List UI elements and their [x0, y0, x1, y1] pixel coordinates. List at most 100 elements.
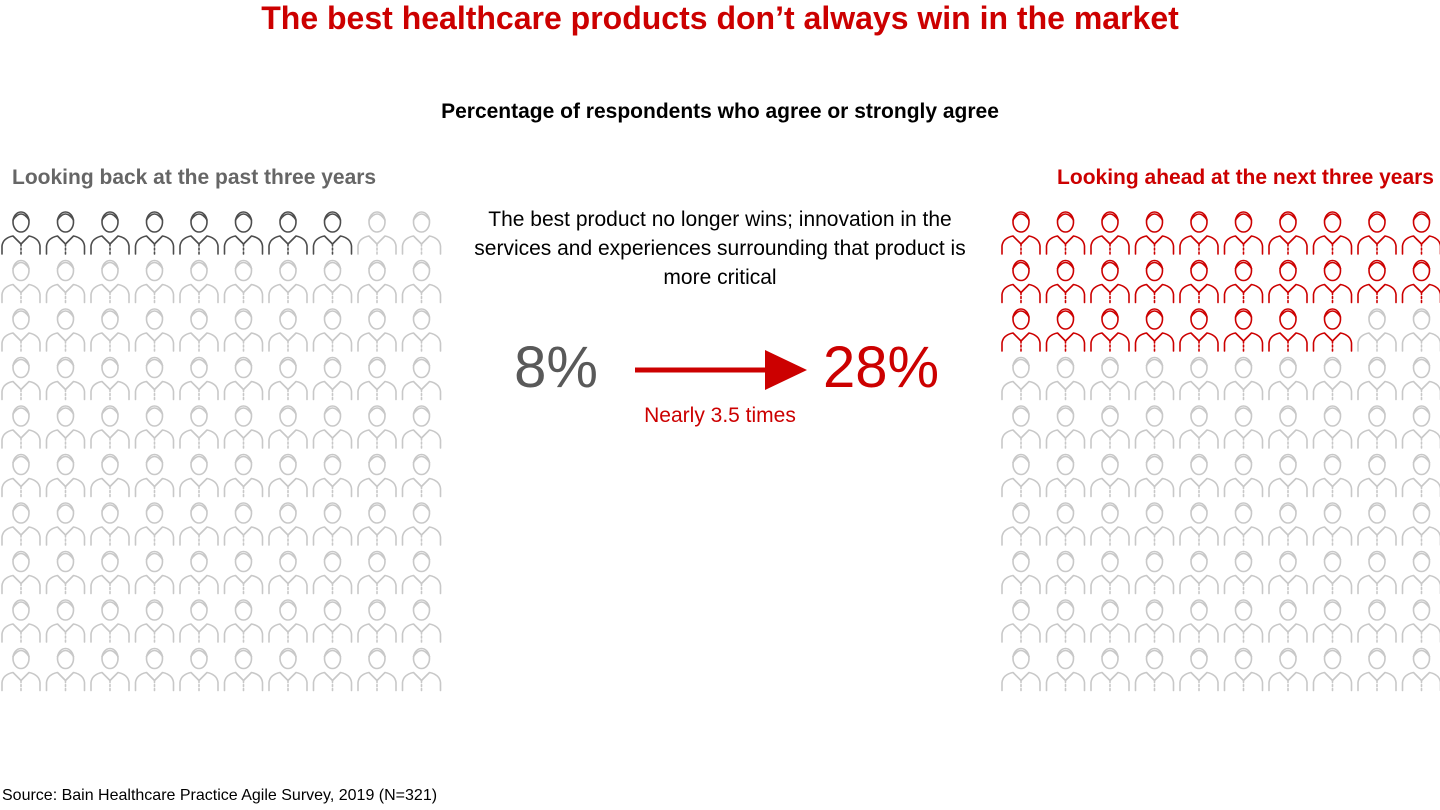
icon-head — [323, 211, 342, 233]
icon-head — [1323, 211, 1342, 233]
filled-icon — [90, 211, 130, 255]
icon-hair — [279, 310, 297, 318]
icon-hair — [1056, 213, 1075, 221]
icon-head — [1190, 259, 1208, 282]
empty-icon — [1312, 453, 1353, 498]
empty-icon — [45, 405, 86, 449]
empty-icon — [1223, 647, 1264, 692]
icon-head — [279, 647, 297, 670]
icon-hair — [1101, 407, 1119, 415]
icon-hair — [412, 261, 431, 270]
empty-icon — [1401, 502, 1440, 546]
icon-hair — [101, 552, 119, 561]
icon-head — [101, 211, 119, 233]
icon-hair — [1323, 504, 1342, 512]
empty-icon — [223, 599, 264, 643]
icon-head — [1056, 647, 1075, 670]
icon-hair — [190, 310, 208, 318]
icon-head — [1323, 647, 1342, 670]
filled-icon — [1268, 308, 1308, 352]
empty-icon — [1045, 647, 1086, 692]
empty-icon — [90, 550, 130, 595]
icon-head — [1234, 405, 1253, 427]
icon-head — [1412, 550, 1431, 573]
icon-head — [12, 405, 30, 427]
icon-head — [12, 308, 30, 330]
icon-head — [12, 599, 30, 621]
icon-hair — [1056, 552, 1075, 561]
icon-head — [190, 550, 208, 573]
icon-head — [1056, 211, 1075, 233]
icon-head — [1323, 308, 1342, 330]
empty-icon — [90, 502, 130, 546]
icon-head — [1368, 356, 1386, 379]
empty-icon — [312, 502, 353, 546]
icon-head — [1145, 502, 1164, 524]
icon-hair — [1368, 213, 1386, 221]
icon-hair — [1368, 649, 1386, 658]
empty-icon — [268, 599, 308, 643]
icon-hair — [56, 261, 75, 270]
icon-hair — [1234, 261, 1253, 270]
empty-icon — [179, 259, 219, 304]
icon-hair — [1323, 358, 1342, 367]
icon-hair — [412, 310, 431, 318]
icon-hair — [323, 213, 342, 221]
icon-head — [1279, 259, 1297, 282]
icon-hair — [234, 213, 253, 221]
icon-head — [1279, 405, 1297, 427]
icon-hair — [1234, 455, 1253, 464]
icon-hair — [279, 261, 297, 270]
empty-icon — [1134, 599, 1175, 643]
icon-hair — [1323, 407, 1342, 415]
icon-hair — [145, 407, 164, 415]
filled-icon — [45, 211, 86, 255]
icon-hair — [12, 552, 30, 561]
empty-icon — [1001, 550, 1041, 595]
icon-head — [1056, 356, 1075, 379]
icon-hair — [412, 504, 431, 512]
icon-hair — [190, 407, 208, 415]
empty-icon — [1, 599, 41, 643]
empty-icon — [90, 453, 130, 498]
icon-head — [101, 550, 119, 573]
icon-hair — [412, 407, 431, 415]
icon-head — [1012, 453, 1030, 476]
icon-hair — [1368, 455, 1386, 464]
filled-icon — [1134, 308, 1175, 352]
icon-head — [279, 453, 297, 476]
empty-icon — [1134, 453, 1175, 498]
icon-hair — [1056, 407, 1075, 415]
icon-head — [1101, 308, 1119, 330]
icon-head — [323, 405, 342, 427]
icon-hair — [323, 504, 342, 512]
icon-head — [412, 502, 431, 524]
icon-head — [12, 259, 30, 282]
icon-head — [1012, 259, 1030, 282]
icon-head — [368, 405, 386, 427]
icon-hair — [279, 504, 297, 512]
icon-head — [1412, 259, 1431, 282]
icon-hair — [1101, 310, 1119, 318]
icon-head — [1412, 356, 1431, 379]
icon-hair — [1012, 552, 1030, 561]
icon-head — [279, 599, 297, 621]
icon-hair — [1012, 358, 1030, 367]
icon-head — [1101, 356, 1119, 379]
icon-head — [412, 308, 431, 330]
icon-hair — [234, 552, 253, 561]
empty-icon — [1401, 599, 1440, 643]
icon-hair — [234, 649, 253, 658]
icon-head — [1190, 599, 1208, 621]
icon-head — [1279, 453, 1297, 476]
icon-hair — [101, 213, 119, 221]
icon-hair — [190, 649, 208, 658]
icon-hair — [1145, 455, 1164, 464]
filled-icon — [1134, 259, 1175, 304]
empty-icon — [179, 647, 219, 692]
empty-icon — [312, 453, 353, 498]
icon-head — [1412, 502, 1431, 524]
icon-hair — [1145, 407, 1164, 415]
icon-head — [1145, 453, 1164, 476]
icon-hair — [56, 552, 75, 561]
